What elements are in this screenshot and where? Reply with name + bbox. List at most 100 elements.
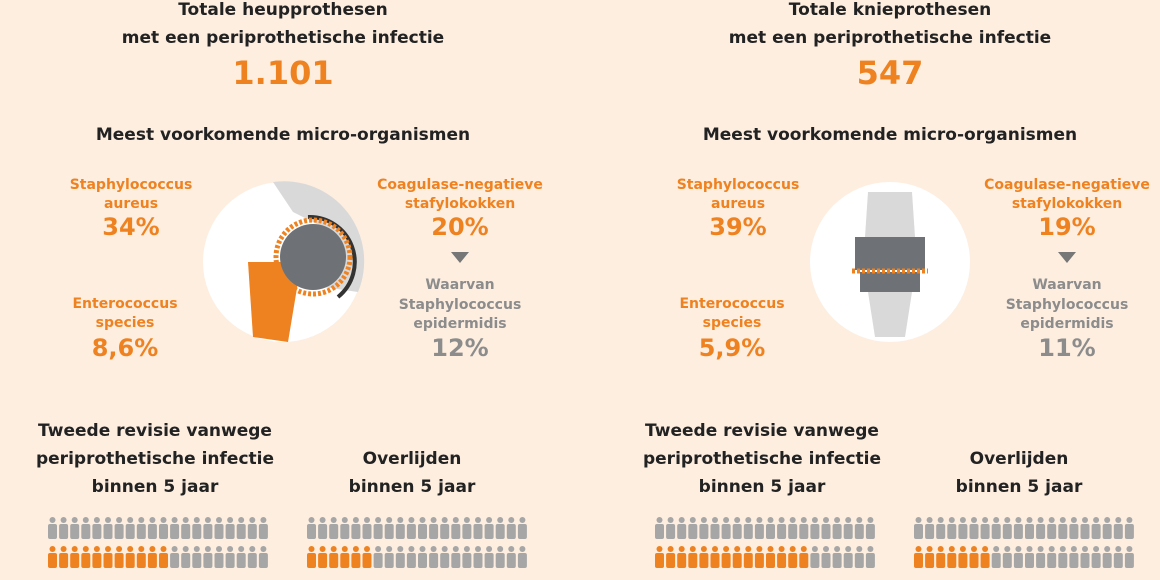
- person-icon: [329, 546, 339, 568]
- icon-body: [136, 553, 146, 568]
- icon-head: [1115, 517, 1122, 523]
- icon-body: [159, 524, 168, 539]
- icon-head: [734, 517, 741, 523]
- person-icon: [418, 517, 427, 539]
- person-icon: [947, 546, 957, 568]
- icon-head: [993, 546, 1000, 552]
- icon-body: [225, 553, 235, 568]
- person-icon: [462, 546, 472, 568]
- person-icon: [81, 546, 91, 568]
- person-icon: [821, 517, 831, 539]
- icon-body: [395, 553, 405, 568]
- person-icon: [136, 517, 146, 539]
- femur: [865, 192, 915, 237]
- icon-body: [958, 553, 968, 568]
- person-icon: [258, 517, 268, 539]
- person-icon: [947, 517, 957, 539]
- icon-body: [340, 553, 350, 568]
- person-icon: [1102, 546, 1112, 568]
- icon-body: [247, 524, 257, 539]
- icon-body: [92, 553, 102, 568]
- person-icon: [440, 546, 450, 568]
- icon-head: [419, 517, 426, 523]
- icon-body: [969, 524, 979, 539]
- person-icon: [1025, 517, 1034, 539]
- person-icon: [181, 517, 191, 539]
- icon-body: [258, 553, 268, 568]
- icon-body: [1080, 524, 1090, 539]
- person-icon: [969, 546, 979, 568]
- icon-head: [656, 517, 663, 523]
- person-icon: [777, 517, 787, 539]
- icon-head: [116, 517, 123, 523]
- icon-head: [689, 546, 696, 552]
- icon-body: [373, 524, 383, 539]
- panel-title: Totale heupprothesen: [178, 0, 388, 20]
- icon-body: [236, 524, 246, 539]
- icon-head: [308, 546, 315, 552]
- icon-head: [700, 517, 707, 523]
- icon-body: [688, 524, 698, 539]
- person-icon: [506, 546, 516, 568]
- icon-body: [103, 524, 113, 539]
- total-count: 547: [857, 54, 924, 92]
- icon-body: [743, 553, 753, 568]
- person-icon: [766, 546, 775, 568]
- organism-name: aureus: [104, 196, 158, 212]
- icon-head: [1093, 546, 1100, 552]
- outcome-label: binnen 5 jaar: [92, 477, 219, 497]
- person-icon: [1124, 546, 1134, 568]
- icon-head: [93, 546, 100, 552]
- icon-head: [971, 517, 977, 523]
- icon-head: [948, 546, 955, 552]
- person-icon: [677, 546, 687, 568]
- icon-body: [1002, 524, 1012, 539]
- panel-title: met een periprothetische infectie: [729, 28, 1051, 48]
- icon-body: [914, 553, 923, 568]
- person-icon: [236, 546, 246, 568]
- person-icon: [732, 546, 742, 568]
- icon-head: [238, 517, 245, 523]
- person-icon: [103, 517, 113, 539]
- icon-body: [181, 553, 191, 568]
- icon-head: [937, 546, 944, 552]
- organism-pct: 5,9%: [699, 334, 766, 362]
- icon-head: [441, 546, 448, 552]
- organism-name: species: [703, 315, 762, 331]
- icon-head: [182, 517, 189, 523]
- icon-body: [1102, 553, 1112, 568]
- person-icon: [810, 546, 820, 568]
- icon-head: [734, 546, 741, 552]
- icon-body: [384, 524, 394, 539]
- icon-head: [260, 546, 267, 552]
- icon-head: [1015, 517, 1022, 523]
- icon-head: [712, 546, 718, 552]
- icon-head: [486, 546, 493, 552]
- icon-head: [1070, 517, 1077, 523]
- icon-body: [236, 553, 246, 568]
- icon-head: [430, 517, 437, 523]
- icon-body: [114, 524, 124, 539]
- person-icon: [914, 517, 923, 539]
- person-icon: [384, 517, 394, 539]
- subtitle: Meest voorkomende micro-organismen: [96, 125, 470, 145]
- icon-body: [810, 524, 820, 539]
- icon-head: [1004, 546, 1011, 552]
- icon-body: [865, 524, 875, 539]
- icon-body: [159, 553, 168, 568]
- person-icon: [677, 517, 687, 539]
- person-icon: [384, 546, 394, 568]
- total-count: 1.101: [232, 54, 333, 92]
- person-icon: [429, 546, 439, 568]
- icon-head: [508, 546, 515, 552]
- person-icon: [777, 546, 787, 568]
- icon-body: [936, 524, 946, 539]
- person-icon: [395, 546, 405, 568]
- person-icon: [843, 546, 853, 568]
- icon-head: [1037, 517, 1044, 523]
- person-icon: [1069, 546, 1079, 568]
- icon-head: [160, 546, 167, 552]
- icon-head: [845, 517, 852, 523]
- icon-body: [1124, 524, 1134, 539]
- icon-head: [1104, 546, 1111, 552]
